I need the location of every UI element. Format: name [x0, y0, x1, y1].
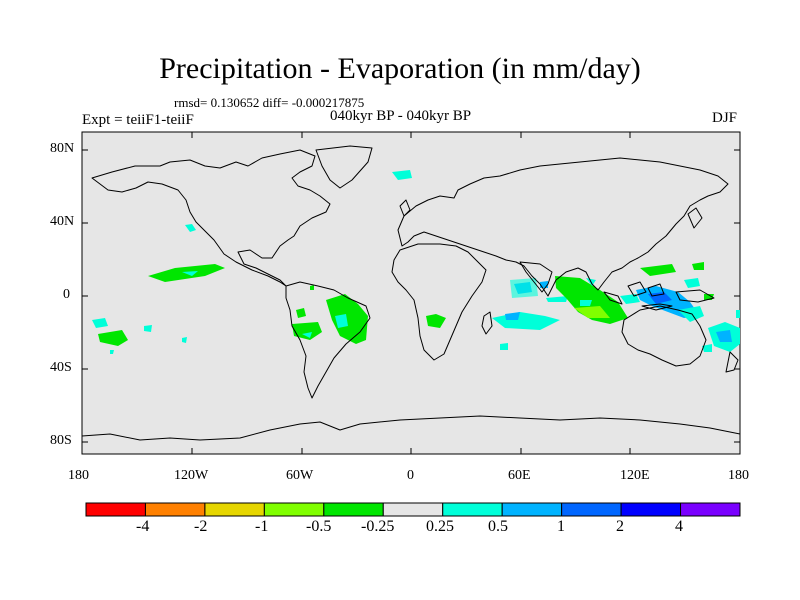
- contour-patch: [110, 350, 114, 354]
- colorbar-box: [263, 502, 325, 517]
- contour-patch: [392, 170, 412, 180]
- contour-patch: [426, 314, 446, 328]
- contour-patch: [182, 271, 198, 276]
- season-label: DJF: [712, 110, 738, 126]
- map-title: Precipitation - Evaporation (in mm/day): [159, 52, 641, 85]
- contour-patch: [702, 344, 712, 352]
- map-subtitle: 040kyr BP - 040kyr BP: [330, 108, 472, 124]
- colorbar-label: 2: [616, 518, 624, 535]
- contour-patch: [684, 278, 700, 288]
- contour-patch: [310, 285, 314, 290]
- contour-patch: [182, 337, 187, 343]
- contour-patch: [500, 343, 508, 350]
- colorbar-box: [85, 502, 146, 517]
- colorbar-label: -0.25: [361, 518, 395, 535]
- colorbar-label: -1: [255, 518, 269, 535]
- colorbar-box: [501, 502, 563, 517]
- contour-patch: [510, 278, 538, 298]
- colorbar-label: 1: [557, 518, 565, 535]
- x-tick-label: 60W: [286, 468, 314, 483]
- contour-patch: [546, 296, 568, 302]
- colorbar-box: [442, 502, 503, 517]
- colorbar-box: [561, 502, 622, 517]
- contour-patch: [144, 325, 152, 332]
- axis-ticks: [81, 132, 741, 454]
- coastlines: [81, 145, 741, 441]
- contour-patch: [716, 330, 732, 342]
- contour-patch: [505, 312, 520, 320]
- contour-patch: [98, 330, 128, 346]
- x-tick-label: 120W: [174, 468, 209, 483]
- colorbar-box: [323, 502, 384, 517]
- colorbar-box: [144, 502, 206, 517]
- colorbar-label: 0.25: [426, 518, 454, 535]
- colorbar-box: [680, 502, 741, 517]
- contour-patch: [580, 300, 592, 306]
- x-tick-label: 60E: [508, 468, 531, 483]
- contour-patch: [326, 294, 368, 344]
- x-tick-label: 0: [407, 468, 414, 483]
- x-tick-label: 120E: [620, 468, 650, 483]
- contour-patch: [296, 308, 306, 318]
- colorbar: [85, 502, 741, 517]
- contour-patch: [185, 224, 196, 232]
- contour-patch: [692, 262, 704, 270]
- contour-patch: [292, 322, 322, 340]
- x-tick-label: 180: [728, 468, 749, 483]
- contour-patch: [335, 314, 348, 328]
- x-tick-label: 180: [68, 468, 89, 483]
- map-frame: [81, 131, 741, 455]
- contour-patch: [620, 294, 640, 304]
- colorbar-label: -2: [194, 518, 208, 535]
- y-tick-label: 40S: [50, 360, 72, 375]
- stats-text: rmsd= 0.130652 diff= -0.000217875: [174, 95, 365, 110]
- contour-patch: [302, 332, 312, 338]
- contour-fills: [92, 170, 740, 354]
- experiment-label: Expt = teiiF1-teiiF: [82, 112, 194, 128]
- colorbar-box: [204, 502, 265, 517]
- contour-patch: [736, 310, 740, 318]
- colorbar-label: 0.5: [488, 518, 508, 535]
- colorbar-label: -0.5: [306, 518, 332, 535]
- colorbar-label: 4: [675, 518, 683, 535]
- contour-patch: [640, 264, 676, 276]
- contour-patch: [574, 306, 610, 318]
- y-tick-label: 80N: [50, 141, 75, 156]
- y-tick-label: 40N: [50, 214, 75, 229]
- contour-patch: [540, 281, 548, 288]
- colorbar-box: [620, 502, 682, 517]
- contour-patch: [648, 292, 672, 304]
- colorbar-box: [382, 502, 444, 517]
- y-tick-label: 0: [63, 287, 70, 302]
- y-tick-label: 80S: [50, 433, 72, 448]
- contour-patch: [92, 318, 108, 328]
- colorbar-label: -4: [136, 518, 150, 535]
